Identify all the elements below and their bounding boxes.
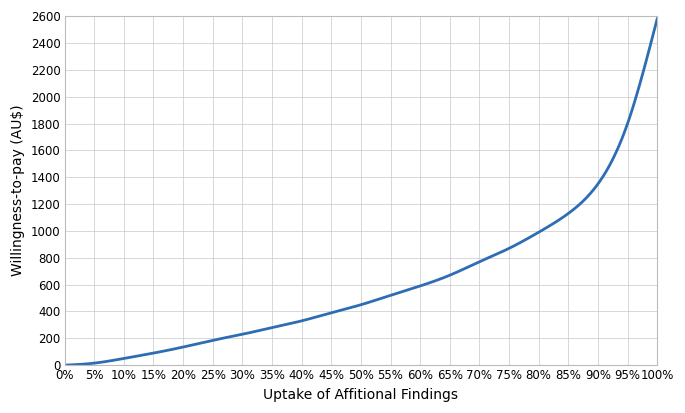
X-axis label: Uptake of Affitional Findings: Uptake of Affitional Findings <box>264 388 458 402</box>
Y-axis label: Willingness-to-pay (AU$): Willingness-to-pay (AU$) <box>11 105 25 276</box>
